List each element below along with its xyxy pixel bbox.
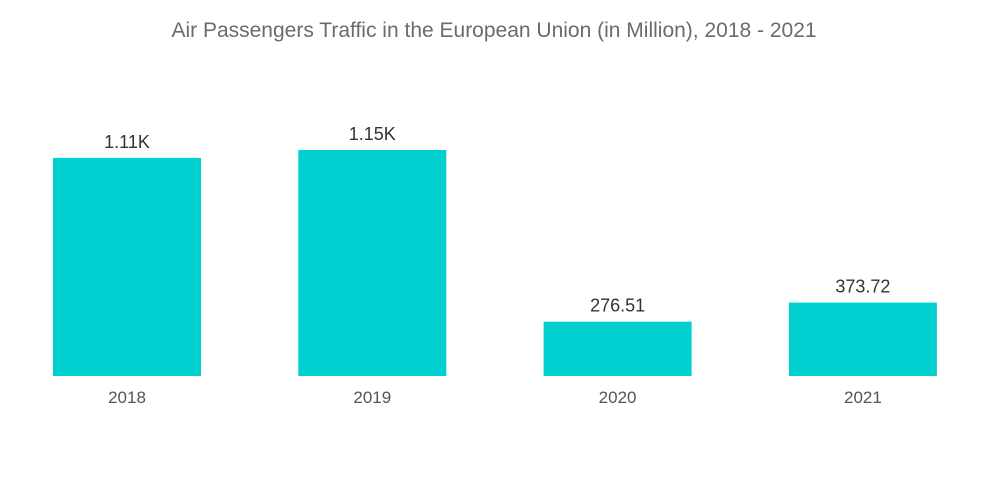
- data-labels-group: 1.11K 1.15K 276.51 373.72: [104, 124, 890, 316]
- x-tick-label-2018: 2018: [108, 388, 146, 407]
- data-label-2020: 276.51: [590, 296, 645, 316]
- bars-group: [53, 150, 937, 376]
- x-tick-label-2020: 2020: [599, 388, 637, 407]
- data-label-2019: 1.15K: [349, 124, 396, 144]
- chart-title: Air Passengers Traffic in the European U…: [171, 19, 816, 42]
- bar-2020: [543, 321, 692, 376]
- bar-2021: [788, 302, 937, 376]
- data-label-2021: 373.72: [835, 277, 890, 297]
- x-axis-tick-labels: 2018 2019 2020 2021: [108, 388, 882, 407]
- x-tick-label-2019: 2019: [353, 388, 391, 407]
- bar-2019: [298, 150, 447, 376]
- bar-2018: [53, 157, 201, 376]
- data-label-2018: 1.11K: [104, 132, 150, 152]
- x-tick-label-2021: 2021: [844, 388, 882, 407]
